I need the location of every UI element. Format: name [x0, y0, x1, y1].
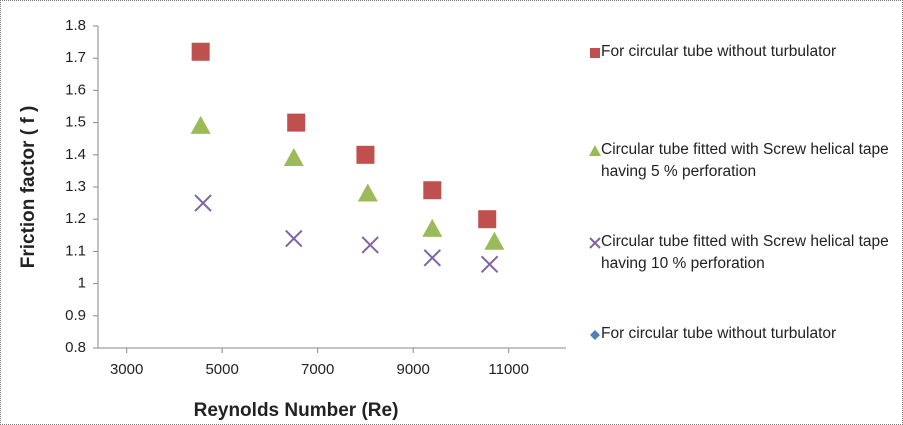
legend-label: For circular tube without turbulator — [601, 43, 837, 60]
x-axis-label: Reynolds Number (Re) — [194, 400, 399, 421]
y-tick-label: 1.2 — [65, 210, 86, 227]
x-tick-label: 5000 — [205, 361, 238, 378]
marker — [194, 194, 212, 212]
legend-swatch — [590, 330, 600, 340]
legend-swatch — [589, 237, 601, 249]
marker — [285, 229, 303, 248]
swatch — [589, 237, 601, 249]
x-tick-label: 7000 — [301, 361, 334, 378]
y-tick-label: 1.7 — [65, 49, 86, 66]
marker — [191, 42, 210, 61]
y-tick-label: 1.4 — [65, 146, 86, 163]
marker — [478, 210, 497, 229]
legend-entry: Circular tube fitted with Screw helical … — [589, 139, 891, 183]
marker — [361, 236, 379, 254]
y-tick-label: 1.5 — [65, 114, 86, 131]
marker — [283, 148, 304, 167]
swatch — [590, 330, 600, 340]
marker — [422, 218, 443, 237]
x-tick-label: 3000 — [110, 361, 143, 378]
legend-label: Circular tube fitted with Screw helical … — [601, 141, 889, 180]
legend-swatch — [590, 48, 600, 58]
swatch — [590, 48, 600, 58]
x-tick-label: 9000 — [396, 361, 429, 378]
marker — [423, 249, 441, 267]
legend-entry: Circular tube fitted with Screw helical … — [589, 231, 891, 275]
y-tick-label: 1.8 — [65, 17, 86, 34]
marker — [287, 113, 306, 132]
y-tick-label: 1.3 — [65, 178, 86, 195]
y-tick-label: 1.1 — [65, 242, 86, 259]
y-axis-label: Friction factor ( f ) — [18, 106, 39, 269]
y-tick-label: 1 — [78, 275, 86, 292]
y-tick-label: 1.6 — [65, 81, 86, 98]
legend-entry: For circular tube without turbulator — [590, 41, 891, 63]
legend-swatch — [589, 145, 601, 156]
y-tick-label: 0.9 — [65, 307, 86, 324]
marker — [480, 255, 499, 273]
legend-label: For circular tube without turbulator — [601, 325, 837, 342]
legend-label: Circular tube fitted with Screw helical … — [601, 233, 889, 272]
y-tick-label: 0.8 — [65, 339, 86, 356]
legend-entry: For circular tube without turbulator — [590, 323, 891, 345]
marker — [484, 231, 505, 250]
x-tick-label: 11000 — [488, 361, 529, 378]
swatch — [589, 145, 601, 156]
marker — [357, 183, 378, 202]
marker — [190, 115, 211, 134]
marker — [356, 145, 375, 164]
marker — [423, 181, 442, 200]
